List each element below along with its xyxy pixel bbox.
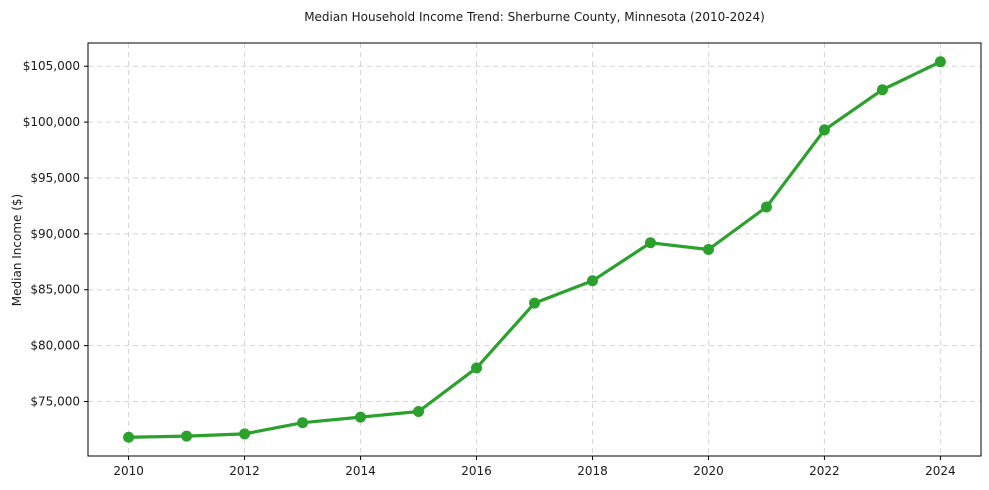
chart-title: Median Household Income Trend: Sherburne… — [304, 10, 765, 24]
trend-line — [126, 60, 943, 439]
data-point-marker — [702, 244, 714, 255]
x-tick-label: 2014 — [345, 464, 376, 478]
data-point-marker — [239, 428, 251, 440]
data-point-marker — [529, 297, 540, 309]
data-point-marker — [818, 124, 830, 136]
y-tick-label: $85,000 — [30, 283, 80, 297]
data-point-marker — [123, 431, 135, 443]
y-tick-label: $95,000 — [30, 171, 80, 185]
data-point-marker — [934, 56, 946, 68]
x-tick-label: 2018 — [577, 464, 608, 478]
plot-border — [87, 42, 982, 457]
data-point-marker — [586, 275, 598, 287]
x-tick-label: 2022 — [809, 464, 840, 478]
data-point-marker — [471, 362, 483, 374]
x-tick-label: 2020 — [693, 464, 724, 478]
data-point-marker — [760, 201, 772, 213]
data-point-marker — [181, 430, 193, 442]
y-tick-label: $100,000 — [23, 115, 80, 129]
x-tick-label: 2012 — [229, 464, 260, 478]
x-tick-label: 2016 — [461, 464, 492, 478]
y-tick-label: $90,000 — [30, 227, 80, 241]
data-point-marker — [876, 84, 888, 96]
data-point-marker — [644, 237, 656, 249]
x-tick-label: 2010 — [113, 464, 144, 478]
data-point-marker — [413, 406, 425, 418]
x-tick-label: 2024 — [925, 464, 956, 478]
data-point-marker — [355, 411, 367, 423]
y-tick-label: $105,000 — [23, 59, 80, 73]
y-tick-label: $75,000 — [30, 394, 80, 408]
data-point-marker — [297, 417, 309, 429]
y-tick-label: $80,000 — [30, 339, 80, 353]
